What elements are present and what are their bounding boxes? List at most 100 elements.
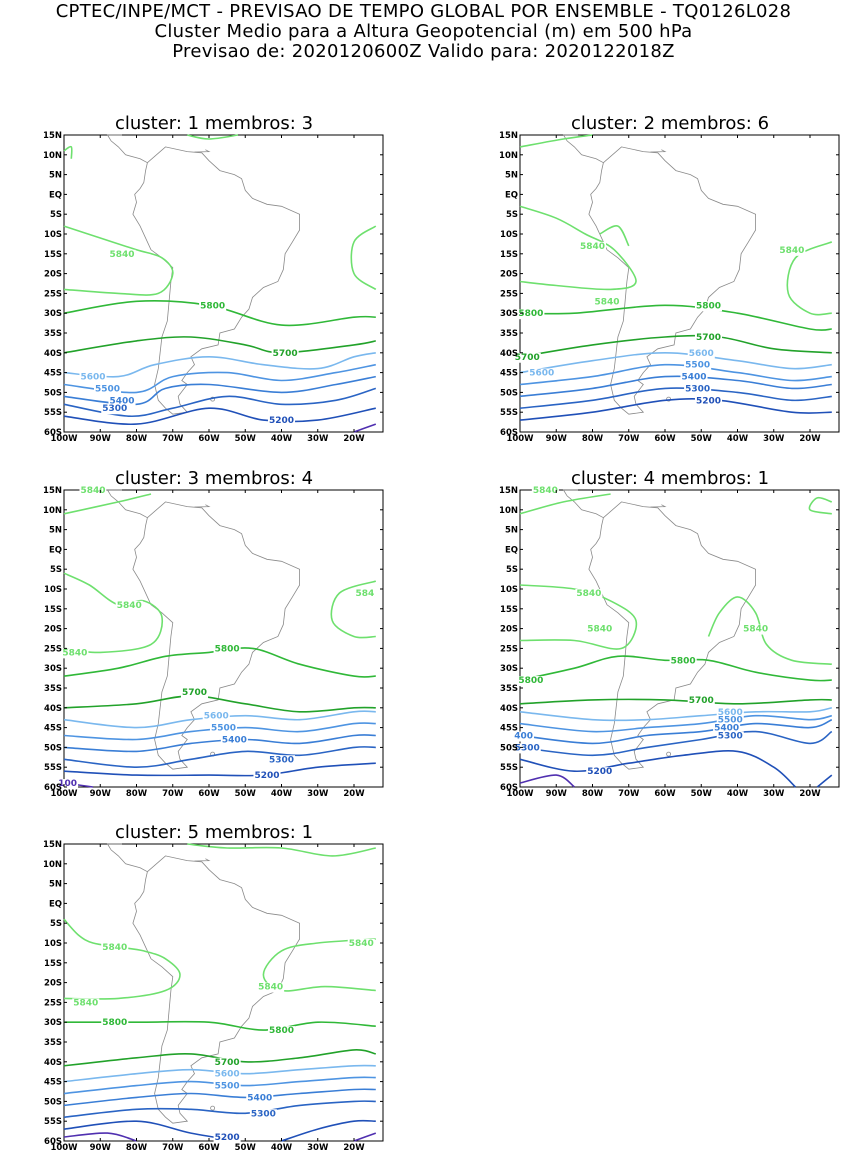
contour-lines: 5840 5840 5840 5800 5800 5700 5700 5600 5600 5500… bbox=[513, 134, 833, 421]
lat-label: 10S bbox=[44, 585, 62, 595]
lat-label: 30S bbox=[44, 664, 62, 674]
lat-label: 20S bbox=[500, 270, 518, 280]
coastline-islands bbox=[650, 149, 667, 153]
lat-label: 5S bbox=[506, 210, 518, 220]
contour-5840 bbox=[187, 134, 239, 140]
contour-label-bg bbox=[517, 309, 545, 320]
lat-label: 10N bbox=[43, 151, 62, 161]
contour-label-bg bbox=[694, 301, 723, 312]
contour-label-bg bbox=[742, 624, 770, 635]
contour-label-bg bbox=[57, 779, 79, 790]
contour-label-5840: 5840 bbox=[62, 648, 87, 658]
contour-label-bg bbox=[528, 368, 556, 379]
lon-label: 40W bbox=[271, 1143, 293, 1153]
lat-label: 60S bbox=[44, 428, 62, 438]
contour-label-5700: 5700 bbox=[689, 696, 714, 706]
coastline bbox=[132, 855, 300, 1124]
contour-5600 bbox=[519, 707, 832, 722]
contour-label-bg bbox=[684, 360, 712, 371]
coastline-central-america bbox=[106, 134, 148, 164]
contour-5840 bbox=[187, 843, 376, 857]
lon-label: 100W bbox=[506, 789, 534, 799]
contour-label-bg bbox=[687, 695, 715, 706]
contour-label-bg bbox=[253, 771, 281, 782]
contour-5700 bbox=[519, 334, 832, 358]
contour-5840 bbox=[519, 493, 611, 515]
coastline-islands bbox=[194, 149, 211, 153]
lon-label: 20W bbox=[343, 1143, 365, 1153]
lat-label: 55S bbox=[44, 1117, 62, 1127]
contour-label-bg bbox=[713, 723, 741, 734]
lon-label: 70W bbox=[618, 434, 640, 444]
lat-label: 10N bbox=[43, 506, 62, 516]
contour-label-5800: 5800 bbox=[671, 656, 696, 666]
map-frame bbox=[63, 134, 384, 433]
contour-5840 bbox=[262, 938, 376, 992]
lat-label: EQ bbox=[505, 545, 518, 555]
lat-label: 15N bbox=[43, 840, 62, 850]
contour-5100 bbox=[353, 1132, 377, 1142]
lon-label: 90W bbox=[546, 434, 568, 444]
lon-label: 60W bbox=[654, 434, 676, 444]
lat-label: 5S bbox=[50, 565, 62, 575]
contour-label-bg bbox=[209, 723, 238, 734]
contour-label-5840: 5840 bbox=[743, 625, 768, 635]
contour-5840 bbox=[599, 225, 630, 247]
contour-5840 bbox=[519, 205, 637, 291]
lat-label: 20S bbox=[500, 625, 518, 635]
lon-label: 70W bbox=[162, 789, 184, 799]
lon-label: 80W bbox=[582, 789, 604, 799]
contour-5840 bbox=[63, 493, 152, 515]
lat-label: 40S bbox=[500, 349, 518, 359]
contour-label-5500: 5500 bbox=[215, 1082, 240, 1092]
lat-label: 30S bbox=[500, 664, 518, 674]
contour-label-bg bbox=[199, 301, 227, 312]
contour-5840 bbox=[63, 145, 73, 159]
lat-label: 30S bbox=[500, 309, 518, 319]
contour-label-5300: 5300 bbox=[102, 404, 127, 414]
contour-label-bg bbox=[778, 245, 806, 256]
lon-label: 30W bbox=[307, 434, 329, 444]
lat-label: 25S bbox=[500, 644, 518, 654]
falkland-islands bbox=[666, 751, 672, 757]
lon-label: 60W bbox=[654, 789, 676, 799]
contour-label-bg bbox=[108, 249, 136, 260]
lat-label: 10N bbox=[499, 151, 518, 161]
contour-label-5700: 5700 bbox=[515, 353, 540, 363]
contour-5100 bbox=[353, 423, 377, 433]
lat-label: EQ bbox=[505, 190, 518, 200]
contour-label-bg bbox=[202, 711, 230, 722]
lat-label: EQ bbox=[49, 190, 62, 200]
contour-label-5400: 400 bbox=[514, 732, 533, 742]
lon-label: 60W bbox=[198, 789, 220, 799]
contour-label-5840: 5840 bbox=[258, 983, 283, 993]
contour-label-bg bbox=[267, 755, 296, 766]
map-frame bbox=[519, 134, 840, 433]
contour-label-bg bbox=[578, 241, 607, 252]
contour-5840 bbox=[519, 584, 638, 650]
lon-label: 30W bbox=[763, 434, 785, 444]
contour-label-5400: 5400 bbox=[247, 1093, 272, 1103]
map-panel-5: cluster: 5 membros: 1 5840 5840 5840 5840 58… bbox=[38, 822, 390, 1153]
lon-label: 60W bbox=[198, 1143, 220, 1153]
contour-5800 bbox=[63, 300, 376, 327]
contour-label-bg bbox=[513, 743, 541, 754]
contour-5840 bbox=[330, 580, 377, 639]
contour-label-bg bbox=[180, 687, 209, 698]
contour-5300 bbox=[63, 1100, 376, 1118]
lon-label: 70W bbox=[618, 789, 640, 799]
lon-label: 50W bbox=[691, 434, 713, 444]
contour-label-bg bbox=[513, 731, 535, 742]
contour-label-5700: 5700 bbox=[182, 688, 207, 698]
contour-label-bg bbox=[213, 1057, 241, 1068]
contour-label-5840: 5840 bbox=[109, 250, 134, 260]
contour-label-5840: 5840 bbox=[587, 625, 612, 635]
contour-label-bg bbox=[115, 600, 143, 611]
contour-label-5300: 5300 bbox=[251, 1109, 276, 1119]
header-line-2: Cluster Medio para a Altura Geopotencial… bbox=[154, 21, 693, 42]
coastline bbox=[132, 146, 300, 415]
lat-label: 60S bbox=[44, 783, 62, 793]
lon-label: 20W bbox=[799, 789, 821, 799]
